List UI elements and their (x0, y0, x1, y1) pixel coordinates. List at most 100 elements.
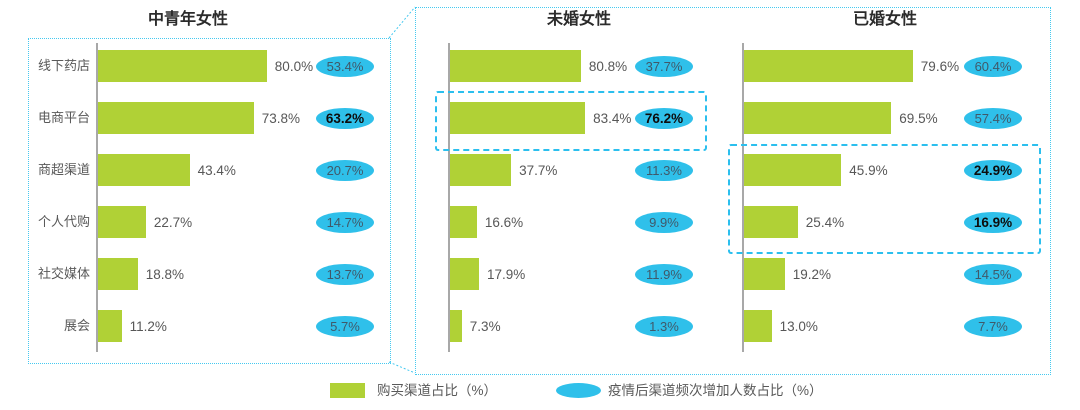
bubble-value-label: 13.7% (326, 267, 364, 282)
connector-line-top (388, 6, 416, 39)
bubble-value-label: 11.3% (646, 163, 682, 178)
bar-value-label: 73.8% (261, 110, 300, 126)
panel-outline-young-women (28, 38, 391, 364)
bubble-value-label: 63.2% (325, 111, 365, 126)
bubble-value-label: 14.7% (326, 215, 364, 230)
bar-row: 45.9% (744, 154, 888, 186)
bar-row: 17.9% (450, 258, 525, 290)
bar (744, 50, 913, 82)
bubble: 57.4% (964, 108, 1022, 129)
bar-row: 43.4% (98, 154, 236, 186)
bar-value-label: 11.2% (129, 318, 167, 334)
bubble-value-label: 57.4% (974, 111, 1012, 126)
bar-row: 13.0% (744, 310, 818, 342)
bubble: 76.2% (635, 108, 693, 129)
bar (744, 258, 785, 290)
bar-value-label: 45.9% (849, 162, 888, 178)
bar-value-label: 22.7% (153, 214, 193, 230)
bubble-value-label: 24.9% (973, 163, 1013, 178)
panel-title-young-women: 中青年女性 (147, 11, 228, 28)
bubble-value-label: 76.2% (644, 111, 684, 126)
bar-value-label: 37.7% (519, 162, 558, 178)
axis-panel-1 (96, 43, 98, 352)
bubble-value-label: 7.7% (978, 319, 1008, 334)
bubble: 14.5% (964, 264, 1022, 285)
bar (450, 102, 586, 134)
category-label-ecommerce: 电商平台 (37, 110, 90, 125)
bubble-value-label: 5.7% (330, 319, 360, 334)
bar-row: 79.6% (744, 50, 959, 82)
category-label-offline-pharmacy: 线下药店 (37, 58, 90, 73)
bar (98, 50, 267, 82)
bar-row: 80.0% (98, 50, 313, 82)
bar-value-label: 79.6% (920, 58, 960, 74)
bar-row: 7.3% (450, 310, 501, 342)
axis-panel-3 (742, 43, 744, 352)
bar (450, 206, 477, 238)
bubble: 37.7% (635, 56, 693, 77)
bar-value-label: 19.2% (792, 266, 831, 282)
bubble-value-label: 9.9% (649, 215, 679, 230)
bubble-value-label: 1.3% (649, 319, 679, 334)
bubble: 60.4% (964, 56, 1022, 77)
bar-row: 11.2% (98, 310, 167, 342)
bubble: 9.9% (635, 212, 693, 233)
bar (744, 102, 892, 134)
bar-value-label: 83.4% (593, 110, 632, 126)
bar-value-label: 17.9% (487, 266, 526, 282)
legend-bubble-swatch (556, 383, 601, 398)
bar-value-label: 16.6% (484, 214, 524, 230)
legend-label-purchase-channel: 购买渠道占比（%） (377, 383, 498, 398)
category-label-exhibition: 展会 (63, 318, 90, 333)
bubble: 14.7% (316, 212, 374, 233)
bar-value-label: 43.4% (197, 162, 236, 178)
bar-value-label: 7.3% (469, 318, 501, 334)
bar (450, 310, 462, 342)
highlight-box-married-supermarket-agent (728, 144, 1041, 254)
bar-value-label: 80.0% (274, 58, 314, 74)
bar-value-label: 13.0% (779, 318, 818, 334)
panel-outline-marital-detail (415, 7, 1051, 375)
bubble: 7.7% (964, 316, 1022, 337)
bubble: 11.3% (635, 160, 693, 181)
bubble-value-label: 20.7% (326, 163, 364, 178)
category-label-social-media: 社交媒体 (37, 266, 90, 281)
bar-row: 69.5% (744, 102, 938, 134)
category-label-personal-agent: 个人代购 (37, 214, 90, 229)
bar-value-label: 69.5% (899, 110, 938, 126)
bubble: 11.9% (635, 264, 693, 285)
bubble-value-label: 37.7% (645, 59, 683, 74)
bar (98, 154, 190, 186)
bar (98, 102, 254, 134)
bar (98, 258, 138, 290)
bar (744, 310, 772, 342)
axis-panel-2 (448, 43, 450, 352)
bar (450, 50, 581, 82)
bubble: 1.3% (635, 316, 693, 337)
bar-row: 73.8% (98, 102, 300, 134)
bar (98, 206, 146, 238)
bar-row: 22.7% (98, 206, 192, 238)
bar (744, 154, 842, 186)
bar-row: 16.6% (450, 206, 523, 238)
bar-row: 80.8% (450, 50, 627, 82)
bubble: 13.7% (316, 264, 374, 285)
panel-title-married-women: 已婚女性 (852, 11, 917, 28)
bar-row: 83.4% (450, 102, 631, 134)
bar-value-label: 25.4% (805, 214, 845, 230)
bar (744, 206, 798, 238)
panel-title-unmarried-women: 未婚女性 (546, 11, 611, 28)
bar (450, 258, 479, 290)
bubble: 5.7% (316, 316, 374, 337)
bar-row: 19.2% (744, 258, 831, 290)
bubble: 20.7% (316, 160, 374, 181)
bar-row: 18.8% (98, 258, 184, 290)
bubble-value-label: 53.4% (326, 59, 364, 74)
bubble-value-label: 60.4% (974, 59, 1012, 74)
connector-line-bottom (388, 361, 416, 374)
category-label-supermarket: 商超渠道 (37, 162, 90, 177)
bubble: 63.2% (316, 108, 374, 129)
bubble-value-label: 11.9% (646, 267, 682, 282)
bar-row: 25.4% (744, 206, 844, 238)
